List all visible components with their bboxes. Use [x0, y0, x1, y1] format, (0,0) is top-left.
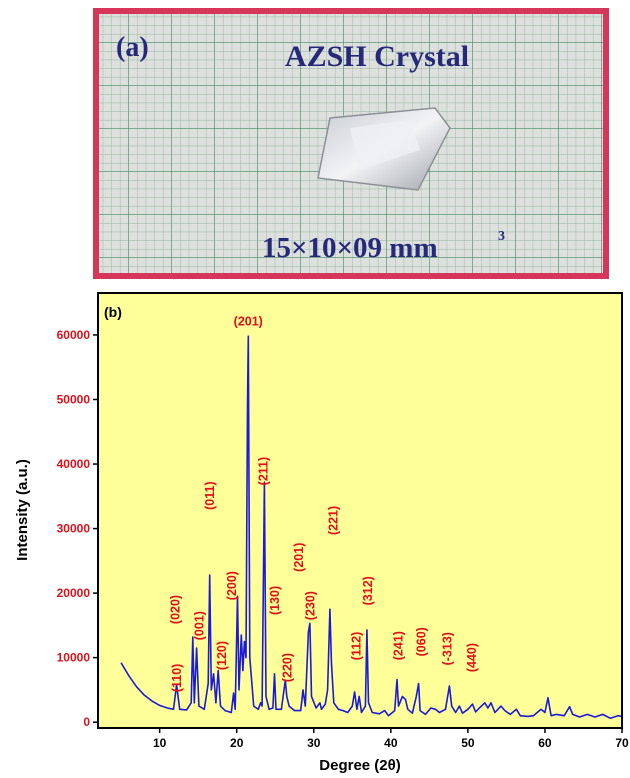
peak-label: (120) — [215, 641, 229, 670]
peak-label: (201) — [292, 543, 306, 572]
y-tick-label: 40000 — [57, 457, 91, 471]
panel-label: (a) — [116, 32, 149, 63]
peak-label: (211) — [256, 457, 270, 486]
peak-label: (011) — [203, 481, 217, 510]
y-tick-label: 50000 — [57, 392, 91, 406]
y-tick-label: 60000 — [57, 328, 91, 342]
panel-label: (b) — [104, 304, 122, 320]
peak-label: (130) — [268, 586, 282, 615]
x-tick-label: 60 — [538, 736, 552, 750]
x-tick-label: 70 — [615, 736, 629, 750]
xrd-chart: (b) Degree (2θ) Intensity (a.u.) 0 10000 2… — [14, 293, 629, 774]
y-tick-label: 0 — [83, 715, 90, 729]
crystal-dimensions: 15×10×09 mm — [262, 232, 438, 264]
peak-label: (201) — [234, 314, 263, 328]
figure: (a) AZSH Crystal 15×10×09 mm 3 (b) Degre… — [0, 0, 630, 778]
peak-label: (060) — [414, 627, 428, 656]
plot-background — [98, 293, 622, 728]
peak-label: (110) — [170, 664, 184, 693]
y-axis-title: Intensity (a.u.) — [14, 459, 31, 561]
x-tick-label: 30 — [307, 736, 321, 750]
peak-label: (230) — [303, 591, 317, 620]
peak-label: (020) — [169, 595, 183, 624]
peak-label: (220) — [280, 653, 294, 682]
page: (a) AZSH Crystal 15×10×09 mm 3 (b) Degre… — [0, 0, 630, 778]
x-tick-label: 40 — [384, 736, 398, 750]
x-tick-label: 10 — [153, 736, 167, 750]
y-tick-label: 20000 — [57, 586, 91, 600]
peak-label: (200) — [225, 571, 239, 600]
peak-label: (440) — [465, 643, 479, 672]
peak-label: (312) — [361, 576, 375, 605]
x-tick-label: 20 — [230, 736, 244, 750]
dimensions-exponent: 3 — [498, 229, 505, 244]
photo-title: AZSH Crystal — [285, 40, 469, 73]
y-tick-label: 30000 — [57, 522, 91, 536]
peak-label: (241) — [391, 631, 405, 660]
x-tick-label: 50 — [461, 736, 475, 750]
photo-panel: (a) AZSH Crystal 15×10×09 mm 3 — [96, 11, 606, 276]
peak-label: (112) — [350, 632, 364, 661]
x-axis-title: Degree (2θ) — [319, 757, 400, 774]
peak-label: (001) — [192, 611, 206, 640]
peak-label: (221) — [327, 506, 341, 535]
peak-label: (-313) — [441, 632, 455, 665]
y-tick-label: 10000 — [57, 651, 91, 665]
